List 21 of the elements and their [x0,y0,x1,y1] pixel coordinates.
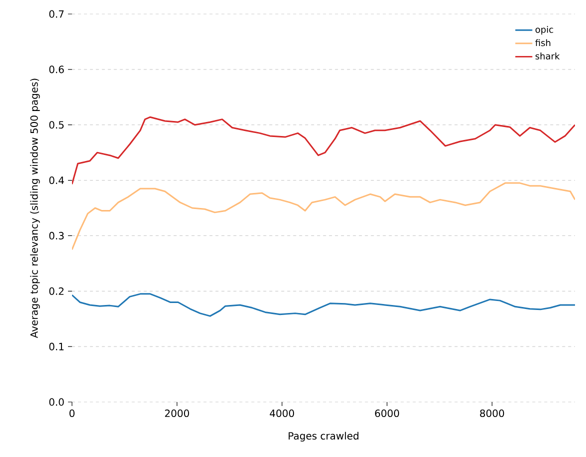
y-tick-label: 0.5 [49,121,64,129]
y-tick-label: 0.0 [49,398,64,406]
y-tick-label: 0.1 [49,342,64,350]
y-tick-label: 0.7 [49,10,64,18]
line-series [72,293,576,317]
line-series [72,116,576,185]
y-axis-title: Average topic relevancy (sliding window 500 pages) [30,78,40,338]
x-tick-label: 2000 [165,410,190,418]
x-tick-label: 4000 [270,410,294,418]
line-series [72,182,576,250]
legend-label: shark [536,52,560,60]
x-tick-label: 8000 [480,410,504,418]
legend-label: opic [536,26,554,35]
x-axis-title: Pages crawled [288,432,358,442]
legend-label: fish [535,39,550,46]
y-tick-label: 0.3 [49,232,64,240]
y-tick-label: 0.4 [49,176,64,184]
y-tick-label: 0.6 [49,66,64,74]
y-tick-label: 0.2 [49,287,64,295]
x-tick-label: 0 [69,410,75,418]
x-tick-label: 6000 [375,410,400,418]
